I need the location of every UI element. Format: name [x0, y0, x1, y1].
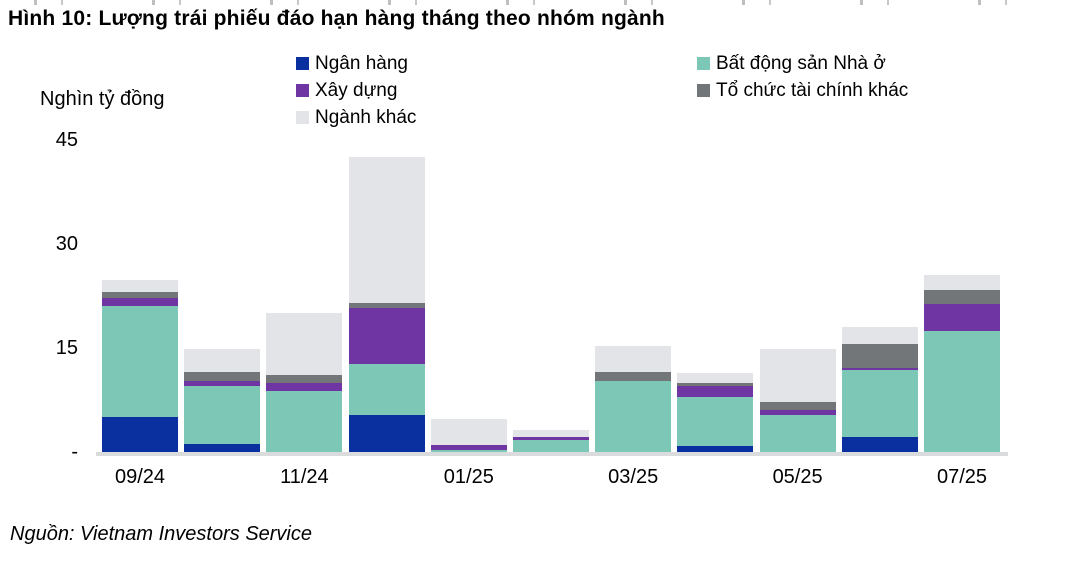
- bar-segment[interactable]: [513, 429, 589, 438]
- legend-item-nganh-khac[interactable]: Ngành khác: [296, 104, 416, 131]
- bar-07/25[interactable]: [924, 274, 1000, 452]
- bar-segment[interactable]: [677, 383, 754, 387]
- legend-swatch-blue: [296, 57, 309, 70]
- plot-area: [100, 140, 1006, 452]
- bar-segment[interactable]: [184, 386, 261, 445]
- legend-label: Tổ chức tài chính khác: [716, 79, 909, 101]
- bar-05/25[interactable]: [759, 349, 836, 452]
- bar-segment[interactable]: [102, 298, 178, 307]
- bar-segment[interactable]: [759, 349, 836, 403]
- bar-segment[interactable]: [348, 302, 425, 308]
- bar-12/24[interactable]: [348, 157, 425, 452]
- bar-segment[interactable]: [924, 304, 1000, 332]
- clipped-text-artifact: [0, 0, 1060, 5]
- bar-segment[interactable]: [595, 371, 672, 382]
- bar-segment[interactable]: [924, 274, 1000, 291]
- legend-label: Ngân hàng: [315, 52, 408, 74]
- bar-segment[interactable]: [266, 312, 343, 376]
- bar-segment[interactable]: [184, 348, 261, 372]
- bar-02/25[interactable]: [513, 429, 589, 452]
- bar-segment[interactable]: [513, 437, 589, 440]
- bar-segment[interactable]: [924, 290, 1000, 305]
- y-tick-label: -: [71, 441, 78, 463]
- legend-swatch-purple: [296, 84, 309, 97]
- legend-column-right: Bất động sản Nhà ở Tổ chức tài chính khá…: [697, 50, 908, 104]
- legend-label: Bất động sản Nhà ở: [716, 52, 886, 74]
- bar-segment[interactable]: [677, 396, 754, 447]
- bar-segment[interactable]: [184, 444, 261, 452]
- source-note: Nguồn: Vietnam Investors Service: [10, 523, 313, 545]
- legend-swatch-teal: [697, 57, 710, 70]
- bar-segment[interactable]: [430, 445, 507, 450]
- y-tick-label: 30: [55, 233, 78, 255]
- bar-10/24[interactable]: [184, 348, 261, 452]
- bar-segment[interactable]: [348, 414, 425, 452]
- legend-item-to-chuc-tai-chinh[interactable]: Tổ chức tài chính khác: [697, 77, 908, 104]
- bar-11/24[interactable]: [266, 312, 343, 452]
- bar-segment[interactable]: [348, 157, 425, 303]
- bar-segment[interactable]: [759, 414, 836, 452]
- x-axis-label: 07/25: [936, 466, 988, 488]
- y-axis-unit-label: Nghìn tỷ đồng: [40, 88, 165, 110]
- bar-segment[interactable]: [841, 327, 918, 344]
- x-axis-line: [96, 452, 1008, 456]
- legend-swatch-light-gray: [296, 111, 309, 124]
- bar-segment[interactable]: [513, 439, 589, 452]
- legend-label: Xây dựng: [315, 79, 398, 101]
- bar-segment[interactable]: [266, 391, 343, 452]
- bar-segment[interactable]: [102, 280, 178, 292]
- bar-segment[interactable]: [595, 345, 672, 372]
- bar-segment[interactable]: [841, 343, 918, 369]
- bar-segment[interactable]: [841, 437, 918, 452]
- legend-item-bat-dong-san[interactable]: Bất động sản Nhà ở: [697, 50, 908, 77]
- bar-segment[interactable]: [924, 331, 1000, 452]
- bar-segment[interactable]: [102, 416, 178, 452]
- bar-segment[interactable]: [348, 307, 425, 364]
- bar-segment[interactable]: [759, 402, 836, 411]
- bar-segment[interactable]: [841, 368, 918, 371]
- bar-segment[interactable]: [266, 375, 343, 383]
- bar-segment[interactable]: [430, 449, 507, 452]
- bar-segment[interactable]: [677, 446, 754, 452]
- bar-09/24[interactable]: [102, 280, 178, 452]
- legend-item-ngan-hang[interactable]: Ngân hàng: [296, 50, 416, 77]
- bar-segment[interactable]: [266, 382, 343, 391]
- x-axis-label: 09/24: [114, 466, 166, 488]
- bar-04/25[interactable]: [677, 373, 754, 452]
- legend-item-xay-dung[interactable]: Xây dựng: [296, 77, 416, 104]
- bar-03/25[interactable]: [595, 345, 672, 452]
- bar-06/25[interactable]: [841, 327, 918, 452]
- bar-segment[interactable]: [184, 380, 261, 387]
- x-axis-label: 01/25: [443, 466, 494, 488]
- chart-title: Hình 10: Lượng trái phiếu đáo hạn hàng t…: [8, 7, 665, 30]
- bar-segment[interactable]: [677, 373, 754, 384]
- legend-swatch-dark-gray: [697, 84, 710, 97]
- y-tick-label: 45: [55, 129, 78, 151]
- bar-segment[interactable]: [102, 306, 178, 417]
- bar-segment[interactable]: [348, 363, 425, 415]
- bar-01/25[interactable]: [430, 419, 507, 452]
- bar-segment[interactable]: [759, 410, 836, 415]
- bar-segment[interactable]: [841, 370, 918, 438]
- bar-segment[interactable]: [430, 419, 507, 446]
- y-tick-label: 15: [55, 337, 78, 359]
- legend-label: Ngành khác: [315, 106, 417, 128]
- x-axis-label: 11/24: [280, 466, 329, 488]
- bar-segment[interactable]: [595, 381, 672, 452]
- legend-column-left: Ngân hàng Xây dựng Ngành khác: [296, 50, 416, 131]
- x-axis-label: 03/25: [608, 466, 659, 488]
- bar-segment[interactable]: [184, 371, 261, 381]
- bar-segment[interactable]: [102, 291, 178, 299]
- x-axis-label: 05/25: [772, 466, 823, 488]
- bar-segment[interactable]: [677, 386, 754, 397]
